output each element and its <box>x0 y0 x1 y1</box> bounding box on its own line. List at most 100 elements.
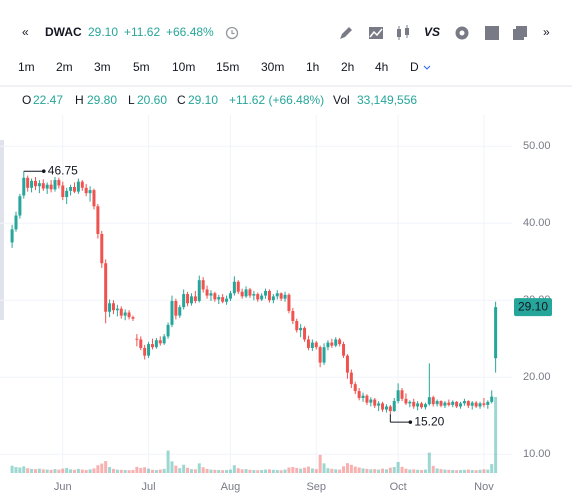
timeframe[interactable]: D <box>410 60 419 74</box>
price: 29.10 <box>88 25 118 39</box>
symbol[interactable]: DWAC <box>45 25 82 39</box>
volume-bar <box>225 470 229 473</box>
volume-bar <box>349 464 353 473</box>
candle-body <box>143 347 147 356</box>
settings-icon[interactable] <box>455 26 469 40</box>
volume-bar <box>244 469 248 473</box>
collapse-button[interactable]: « <box>22 25 29 39</box>
volume-bar <box>400 466 404 473</box>
volume-bar <box>186 467 190 473</box>
last-price-tag <box>514 298 552 317</box>
volume-bar <box>197 463 201 473</box>
legend-value: 33,149,556 <box>357 93 417 107</box>
compare-button[interactable]: VS <box>424 25 440 39</box>
candle-body <box>314 342 318 348</box>
candle-body <box>49 184 53 190</box>
candle-body <box>88 190 92 194</box>
candle-body <box>170 300 174 325</box>
legend-value: 20.60 <box>137 93 167 107</box>
timeframe[interactable]: 10m <box>172 60 195 74</box>
volume-bar <box>338 469 342 473</box>
annotation-dot <box>408 420 413 424</box>
candle-body <box>193 296 197 301</box>
candles-icon[interactable] <box>397 25 409 40</box>
y-tick-label: 40.00 <box>523 217 551 229</box>
timeframe[interactable]: 3m <box>94 60 111 74</box>
candle-body <box>455 401 459 407</box>
volume-bar <box>451 470 455 473</box>
candle-body <box>225 298 229 302</box>
candle-body <box>139 339 143 348</box>
candle-body <box>466 401 470 406</box>
candle-body <box>61 185 65 198</box>
candle-body <box>439 401 443 406</box>
copy-icon[interactable] <box>513 26 527 40</box>
legend-change: +11.62 (+66.48%) <box>229 93 324 107</box>
volume-bar <box>381 468 385 473</box>
candle-body <box>205 289 209 296</box>
candle-body <box>178 307 182 316</box>
volume-bar <box>377 469 381 473</box>
volume-bar <box>158 469 162 473</box>
candle-body <box>295 320 299 331</box>
timeframe[interactable]: 30m <box>261 60 284 74</box>
candle-body <box>357 391 361 398</box>
candle-body <box>478 403 482 407</box>
volume-bar <box>470 470 474 473</box>
volume-bar <box>248 469 252 473</box>
legend-label: O <box>22 93 31 107</box>
candle-body <box>256 294 260 300</box>
candle-body <box>158 340 162 344</box>
candle-body <box>264 290 268 296</box>
candle-body <box>182 294 186 308</box>
timeframe[interactable]: 15m <box>216 60 239 74</box>
timeframe[interactable]: 1h <box>306 60 319 74</box>
candle-body <box>189 296 193 304</box>
candle-body <box>147 344 151 356</box>
candle-body <box>108 303 112 312</box>
volume-bar <box>318 454 322 473</box>
volume-bar <box>84 470 88 473</box>
timeframe[interactable]: 5m <box>133 60 150 74</box>
volume-bar <box>37 468 41 473</box>
plot: 10.0020.0030.0040.0050.00JunJulAugSepOct… <box>0 115 552 493</box>
volume-bar <box>18 467 22 473</box>
volume-bar <box>221 470 225 473</box>
candle-body <box>30 180 34 188</box>
volume-bar <box>291 467 295 473</box>
volume-bar <box>314 469 318 473</box>
candle-body <box>318 347 322 363</box>
candle-body <box>400 390 404 399</box>
chart-type-icon[interactable] <box>369 27 383 39</box>
candle-body <box>431 397 435 405</box>
expand-button[interactable]: » <box>543 25 550 39</box>
change-pct: +66.48% <box>166 25 214 39</box>
candle-body <box>423 404 427 408</box>
candle-body <box>244 289 248 297</box>
volume-bar <box>275 470 279 473</box>
fullscreen-icon[interactable] <box>485 26 499 40</box>
candle-body <box>404 398 408 404</box>
timeframe[interactable]: 1m <box>18 60 35 74</box>
candle-body <box>490 396 494 402</box>
draw-icon[interactable] <box>340 27 352 39</box>
timeframe[interactable]: 2h <box>341 60 354 74</box>
volume-bar <box>474 470 478 473</box>
timeframe[interactable]: 2m <box>56 60 73 74</box>
volume-bar <box>162 468 166 473</box>
candle-body <box>322 347 326 363</box>
candle-body <box>166 324 170 337</box>
volume-bar <box>131 470 135 473</box>
volume-bar <box>299 468 303 473</box>
volume-bar <box>334 469 338 473</box>
clock-icon[interactable] <box>225 26 239 40</box>
candle-body <box>45 184 49 189</box>
candle-body <box>342 344 346 356</box>
candle-body <box>303 327 307 340</box>
candle-body <box>221 297 225 302</box>
candle-body <box>435 401 439 405</box>
timeframe[interactable]: 4h <box>375 60 388 74</box>
candle-body <box>396 390 400 402</box>
volume-bar <box>260 470 264 473</box>
